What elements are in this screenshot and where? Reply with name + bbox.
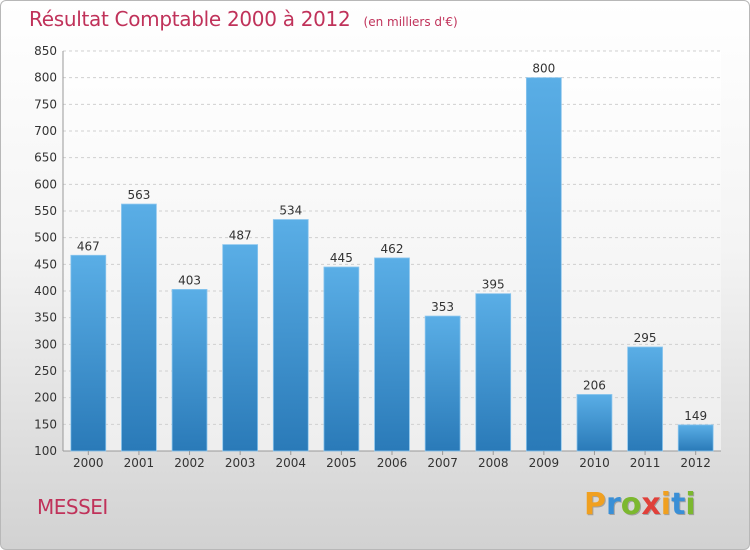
x-tick-label: 2005 xyxy=(326,456,357,470)
bar-value-label: 487 xyxy=(229,229,252,243)
x-tick-label: 2003 xyxy=(225,456,256,470)
y-tick-label: 350 xyxy=(34,311,57,325)
y-tick-label: 550 xyxy=(34,204,57,218)
logo-letter: r xyxy=(606,487,621,522)
bar xyxy=(627,346,663,452)
bar xyxy=(222,244,259,452)
bar-value-label: 534 xyxy=(279,204,302,218)
x-tick-label: 2001 xyxy=(124,456,155,470)
bar xyxy=(323,266,360,452)
x-tick-label: 2006 xyxy=(377,456,408,470)
bar-value-label: 800 xyxy=(532,62,555,76)
logo-letter: i xyxy=(660,487,672,522)
bar-value-label: 295 xyxy=(634,331,657,345)
bar-value-label: 445 xyxy=(330,251,353,265)
x-tick-label: 2007 xyxy=(427,456,458,470)
bar xyxy=(475,293,512,452)
x-tick-label: 2000 xyxy=(73,456,104,470)
bar xyxy=(374,257,410,452)
y-tick-label: 150 xyxy=(34,417,57,431)
y-tick-label: 100 xyxy=(34,444,57,458)
bar xyxy=(171,288,208,452)
bar-value-label: 403 xyxy=(178,273,201,287)
bar-value-label: 467 xyxy=(77,239,100,253)
y-tick-label: 800 xyxy=(34,71,57,85)
y-tick-label: 200 xyxy=(34,391,57,405)
y-tick-label: 400 xyxy=(34,284,57,298)
logo-letter: o xyxy=(620,487,642,522)
chart-title: Résultat Comptable 2000 à 2012 xyxy=(29,7,351,31)
bar xyxy=(525,77,562,452)
bar xyxy=(424,315,461,452)
bar-value-label: 395 xyxy=(482,278,505,292)
title-block: Résultat Comptable 2000 à 2012 (en milli… xyxy=(29,7,458,31)
bar-value-label: 206 xyxy=(583,378,606,392)
y-tick-label: 700 xyxy=(34,124,57,138)
bar-value-label: 149 xyxy=(684,409,707,423)
bar-value-label: 353 xyxy=(431,300,454,314)
x-tick-label: 2009 xyxy=(529,456,560,470)
bar xyxy=(576,394,613,452)
y-tick-label: 750 xyxy=(34,97,57,111)
chart-subtitle: (en milliers d'€) xyxy=(363,15,458,29)
x-tick-label: 2011 xyxy=(630,456,661,470)
x-tick-label: 2002 xyxy=(174,456,205,470)
bar xyxy=(272,219,309,452)
bar xyxy=(677,424,714,452)
y-tick-label: 850 xyxy=(34,44,57,58)
proxiti-logo: Proxiti xyxy=(584,487,696,522)
y-tick-label: 500 xyxy=(34,231,57,245)
x-tick-label: 2012 xyxy=(680,456,711,470)
y-tick-label: 450 xyxy=(34,257,57,271)
y-tick-label: 600 xyxy=(34,177,57,191)
bar xyxy=(121,203,157,452)
y-tick-label: 250 xyxy=(34,364,57,378)
logo-letter: P xyxy=(584,487,606,522)
bar-value-label: 563 xyxy=(127,188,150,202)
logo-letter: x xyxy=(641,487,661,522)
bar xyxy=(70,254,107,452)
bar-value-label: 462 xyxy=(381,242,404,256)
x-tick-label: 2008 xyxy=(478,456,509,470)
x-tick-label: 2010 xyxy=(579,456,610,470)
commune-name: MESSEI xyxy=(37,495,108,519)
logo-letter: i xyxy=(685,487,696,522)
logo-letter: t xyxy=(671,487,686,522)
y-tick-label: 300 xyxy=(34,337,57,351)
x-tick-label: 2004 xyxy=(275,456,306,470)
y-tick-label: 650 xyxy=(34,151,57,165)
